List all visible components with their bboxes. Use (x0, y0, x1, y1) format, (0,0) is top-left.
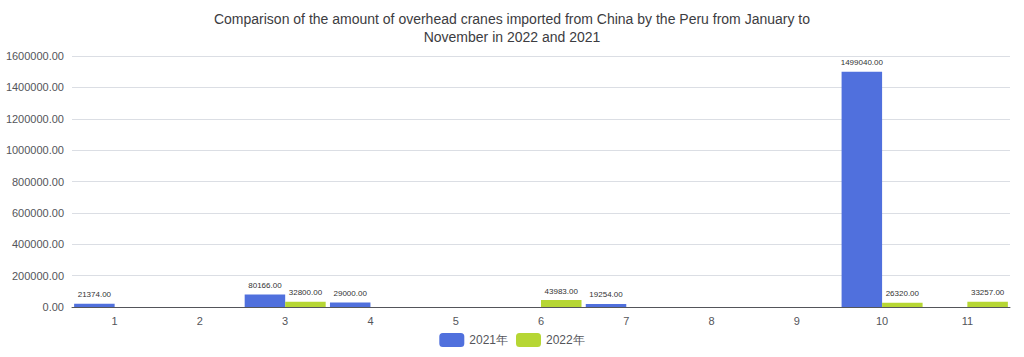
svg-text:2: 2 (197, 315, 203, 327)
svg-text:1: 1 (112, 315, 118, 327)
svg-text:1499040.00: 1499040.00 (841, 58, 884, 67)
svg-text:5: 5 (453, 315, 459, 327)
svg-text:43983.00: 43983.00 (545, 287, 579, 296)
svg-text:19254.00: 19254.00 (589, 290, 623, 299)
svg-text:2022年: 2022年 (546, 333, 585, 347)
svg-text:800000.00: 800000.00 (12, 176, 64, 188)
svg-text:1000000.00: 1000000.00 (6, 144, 64, 156)
svg-text:9: 9 (794, 315, 800, 327)
svg-text:Comparison of the amount of ov: Comparison of the amount of overhead cra… (214, 11, 810, 27)
svg-text:0.00: 0.00 (43, 301, 64, 313)
svg-text:8: 8 (708, 315, 714, 327)
svg-text:4: 4 (367, 315, 373, 327)
svg-text:1200000.00: 1200000.00 (6, 113, 64, 125)
svg-text:26320.00: 26320.00 (886, 289, 920, 298)
svg-text:11: 11 (962, 315, 973, 327)
svg-text:32800.00: 32800.00 (289, 288, 323, 297)
svg-text:1600000.00: 1600000.00 (6, 50, 64, 62)
svg-text:1400000.00: 1400000.00 (6, 81, 64, 93)
svg-text:November in 2022 and 2021: November in 2022 and 2021 (424, 29, 601, 45)
svg-text:7: 7 (623, 315, 629, 327)
svg-text:3: 3 (282, 315, 288, 327)
svg-text:6: 6 (538, 315, 544, 327)
svg-text:33257.00: 33257.00 (971, 288, 1005, 297)
svg-text:600000.00: 600000.00 (12, 207, 64, 219)
svg-text:2021年: 2021年 (469, 333, 508, 347)
svg-text:80166.00: 80166.00 (248, 281, 282, 290)
svg-text:10: 10 (876, 315, 888, 327)
svg-text:200000.00: 200000.00 (12, 270, 64, 282)
svg-text:29000.00: 29000.00 (334, 289, 368, 298)
svg-text:21374.00: 21374.00 (78, 290, 112, 299)
svg-text:400000.00: 400000.00 (12, 238, 64, 250)
